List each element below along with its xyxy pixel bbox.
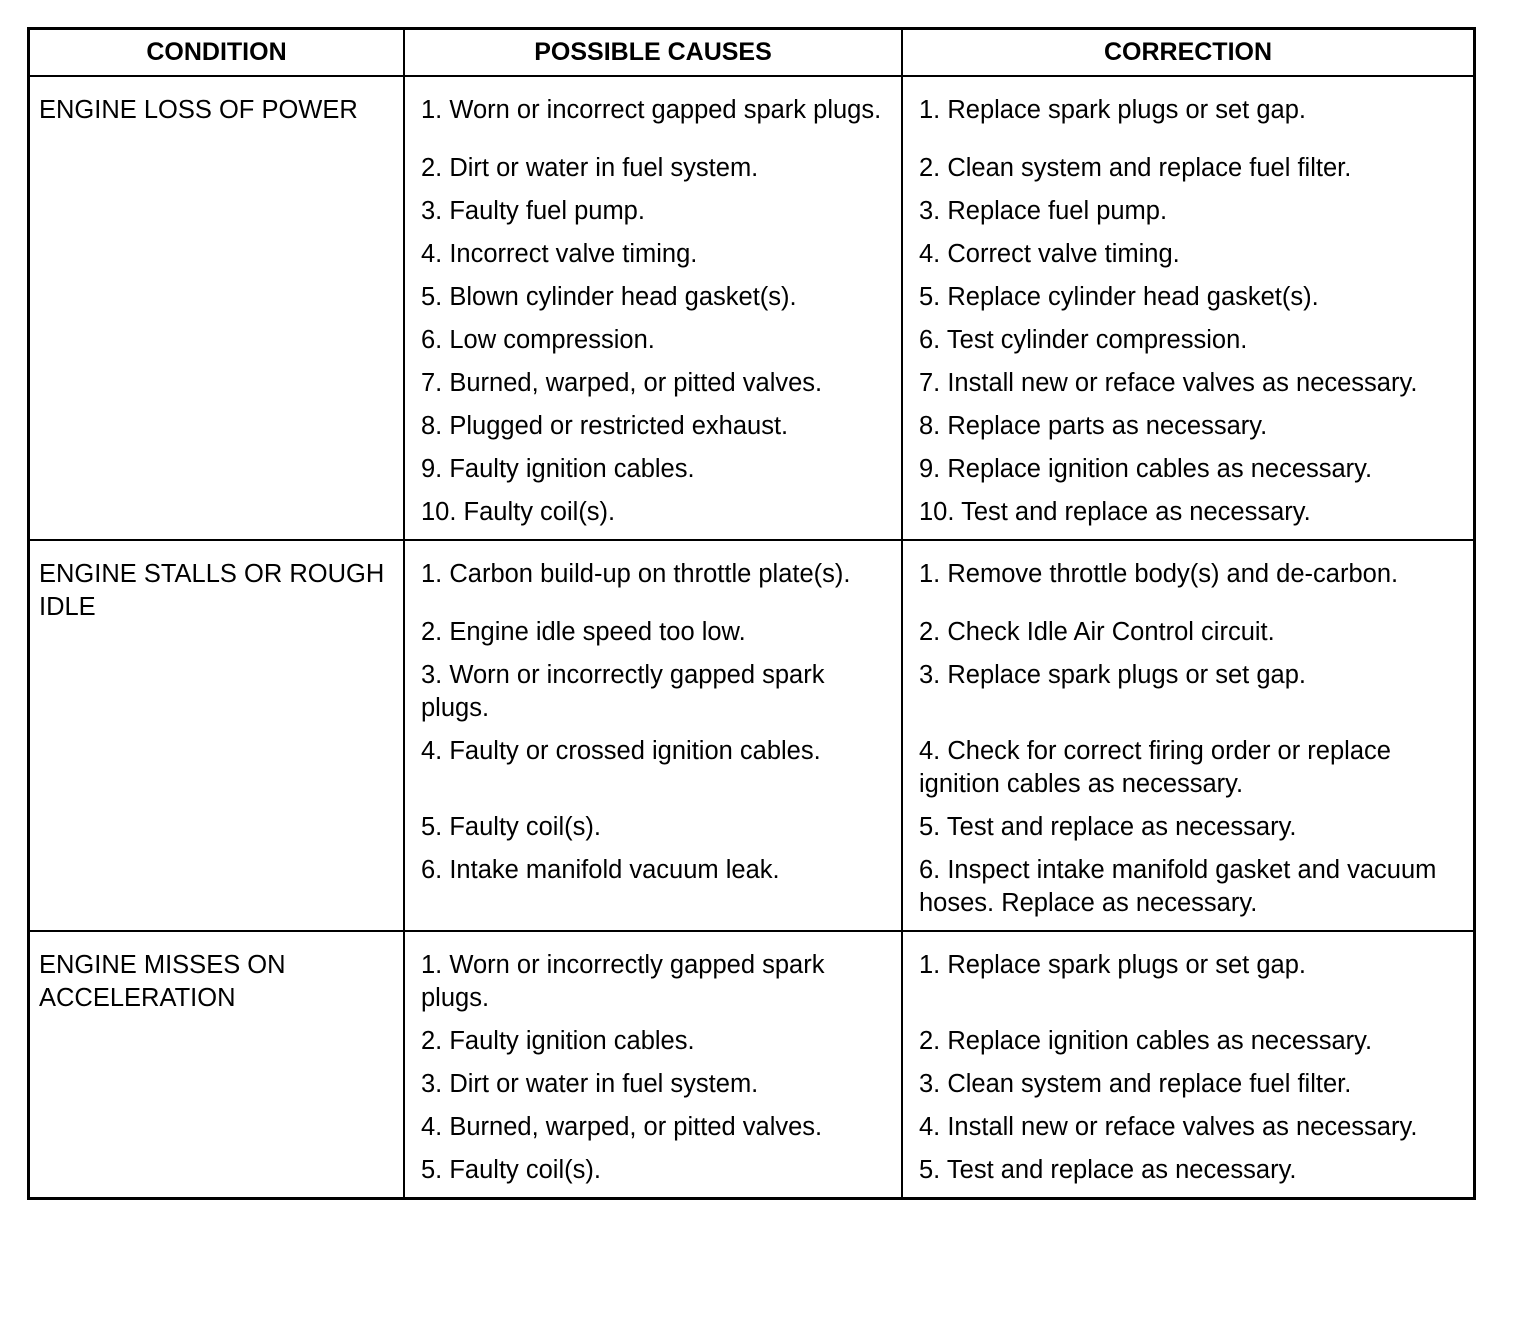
possible-cause: 8. Plugged or restricted exhaust. (421, 412, 789, 440)
possible-cause: 3. Worn or incorrectly gapped spark plug… (421, 661, 825, 722)
cause-correction-pair: 2. Engine idle speed too low. 2. Check Id… (405, 616, 1473, 659)
possible-cause: 1. Worn or incorrect gapped spark plugs. (421, 96, 882, 124)
cause-correction-pair: 3. Worn or incorrectly gapped spark plug… (405, 659, 1473, 735)
table-row: ENGINE LOSS OF POWER 1. Worn or incorrect… (30, 77, 1473, 541)
correction: 9. Replace ignition cables as necessary. (919, 455, 1373, 483)
column-divider (901, 932, 903, 1197)
cause-correction-pair: 4. Incorrect valve timing. 4. Correct val… (405, 238, 1473, 281)
cause-correction-pair: 2. Dirt or water in fuel system. 2. Clean… (405, 152, 1473, 195)
possible-cause: 2. Faulty ignition cables. (421, 1027, 695, 1055)
table-row: ENGINE MISSES ON ACCELERATION 1. Worn or … (30, 932, 1473, 1197)
correction: 8. Replace parts as necessary. (919, 412, 1268, 440)
cause-correction-pair: 6. Low compression. 6. Test cylinder comp… (405, 324, 1473, 367)
condition-cell: ENGINE LOSS OF POWER (30, 77, 405, 539)
cause-correction-list: 1. Carbon build-up on throttle plate(s).… (405, 541, 1473, 930)
correction: 3. Replace spark plugs or set gap. (919, 661, 1306, 689)
cause-correction-pair: 5. Faulty coil(s). 5. Test and replace as… (405, 1154, 1473, 1197)
condition-cell: ENGINE MISSES ON ACCELERATION (30, 932, 405, 1197)
cause-correction-list: 1. Worn or incorrectly gapped spark plug… (405, 932, 1473, 1197)
possible-cause: 3. Faulty fuel pump. (421, 197, 645, 225)
correction: 4. Install new or reface valves as neces… (919, 1113, 1418, 1141)
possible-cause: 4. Incorrect valve timing. (421, 240, 698, 268)
possible-cause: 9. Faulty ignition cables. (421, 455, 695, 483)
cause-correction-pair: 4. Burned, warped, or pitted valves. 4. I… (405, 1111, 1473, 1154)
correction: 4. Check for correct firing order or rep… (919, 737, 1391, 798)
correction: 1. Remove throttle body(s) and de-carbon… (919, 560, 1399, 588)
possible-cause: 1. Worn or incorrectly gapped spark plug… (421, 951, 825, 1012)
correction: 5. Test and replace as necessary. (919, 1156, 1297, 1184)
possible-cause: 5. Faulty coil(s). (421, 1156, 601, 1184)
cause-correction-pair: 2. Faulty ignition cables. 2. Replace ign… (405, 1025, 1473, 1068)
cause-correction-pair: 4. Faulty or crossed ignition cables. 4. … (405, 735, 1473, 811)
correction: 10. Test and replace as necessary. (919, 498, 1311, 526)
cause-correction-pair: 9. Faulty ignition cables. 9. Replace ign… (405, 453, 1473, 496)
correction: 4. Correct valve timing. (919, 240, 1180, 268)
cause-correction-pair: 3. Dirt or water in fuel system. 3. Clean… (405, 1068, 1473, 1111)
cause-correction-pair: 1. Carbon build-up on throttle plate(s).… (405, 558, 1473, 616)
cause-correction-pair: 5. Faulty coil(s). 5. Test and replace as… (405, 811, 1473, 854)
cause-correction-pair: 8. Plugged or restricted exhaust. 8. Repl… (405, 410, 1473, 453)
header-possible-causes: POSSIBLE CAUSES (405, 30, 903, 75)
column-divider (901, 541, 903, 930)
header-correction: CORRECTION (1103, 38, 1273, 66)
correction: 1. Replace spark plugs or set gap. (919, 96, 1306, 124)
possible-cause: 3. Dirt or water in fuel system. (421, 1070, 759, 1098)
header-condition: CONDITION (30, 30, 405, 75)
correction: 5. Test and replace as necessary. (919, 813, 1297, 841)
correction: 3. Clean system and replace fuel filter. (919, 1070, 1352, 1098)
possible-cause: 6. Intake manifold vacuum leak. (421, 856, 780, 884)
possible-cause: 6. Low compression. (421, 326, 655, 354)
cause-correction-pair: 1. Worn or incorrectly gapped spark plug… (405, 949, 1473, 1025)
correction: 2. Clean system and replace fuel filter. (919, 154, 1352, 182)
table-header: CONDITION POSSIBLE CAUSES CORRECTION (30, 30, 1473, 77)
possible-cause: 5. Faulty coil(s). (421, 813, 601, 841)
correction: 1. Replace spark plugs or set gap. (919, 951, 1306, 979)
table-row: ENGINE STALLS OR ROUGH IDLE 1. Carbon bui… (30, 541, 1473, 932)
column-divider (901, 77, 903, 539)
correction: 3. Replace fuel pump. (919, 197, 1168, 225)
correction: 2. Replace ignition cables as necessary. (919, 1027, 1373, 1055)
possible-cause: 2. Dirt or water in fuel system. (421, 154, 759, 182)
possible-cause: 2. Engine idle speed too low. (421, 618, 746, 646)
correction: 6. Test cylinder compression. (919, 326, 1248, 354)
correction: 7. Install new or reface valves as neces… (919, 369, 1418, 397)
troubleshooting-table: CONDITION POSSIBLE CAUSES CORRECTION ENG… (27, 27, 1476, 1200)
possible-cause: 4. Burned, warped, or pitted valves. (421, 1113, 823, 1141)
table-body: ENGINE LOSS OF POWER 1. Worn or incorrect… (30, 77, 1473, 1197)
condition-cell: ENGINE STALLS OR ROUGH IDLE (30, 541, 405, 930)
possible-cause: 10. Faulty coil(s). (421, 498, 616, 526)
cause-correction-pair: 5. Blown cylinder head gasket(s). 5. Repl… (405, 281, 1473, 324)
cause-correction-pair: 6. Intake manifold vacuum leak. 6. Inspec… (405, 854, 1473, 930)
possible-cause: 1. Carbon build-up on throttle plate(s). (421, 560, 851, 588)
correction: 2. Check Idle Air Control circuit. (919, 618, 1275, 646)
possible-cause: 4. Faulty or crossed ignition cables. (421, 737, 821, 765)
possible-cause: 5. Blown cylinder head gasket(s). (421, 283, 797, 311)
cause-correction-pair: 1. Worn or incorrect gapped spark plugs.… (405, 94, 1473, 152)
cause-correction-pair: 7. Burned, warped, or pitted valves. 7. I… (405, 367, 1473, 410)
cause-correction-pair: 10. Faulty coil(s). 10. Test and replace … (405, 496, 1473, 539)
correction: 5. Replace cylinder head gasket(s). (919, 283, 1319, 311)
cause-correction-list: 1. Worn or incorrect gapped spark plugs.… (405, 77, 1473, 539)
correction: 6. Inspect intake manifold gasket and va… (919, 856, 1437, 917)
possible-cause: 7. Burned, warped, or pitted valves. (421, 369, 823, 397)
cause-correction-pair: 3. Faulty fuel pump. 3. Replace fuel pump… (405, 195, 1473, 238)
